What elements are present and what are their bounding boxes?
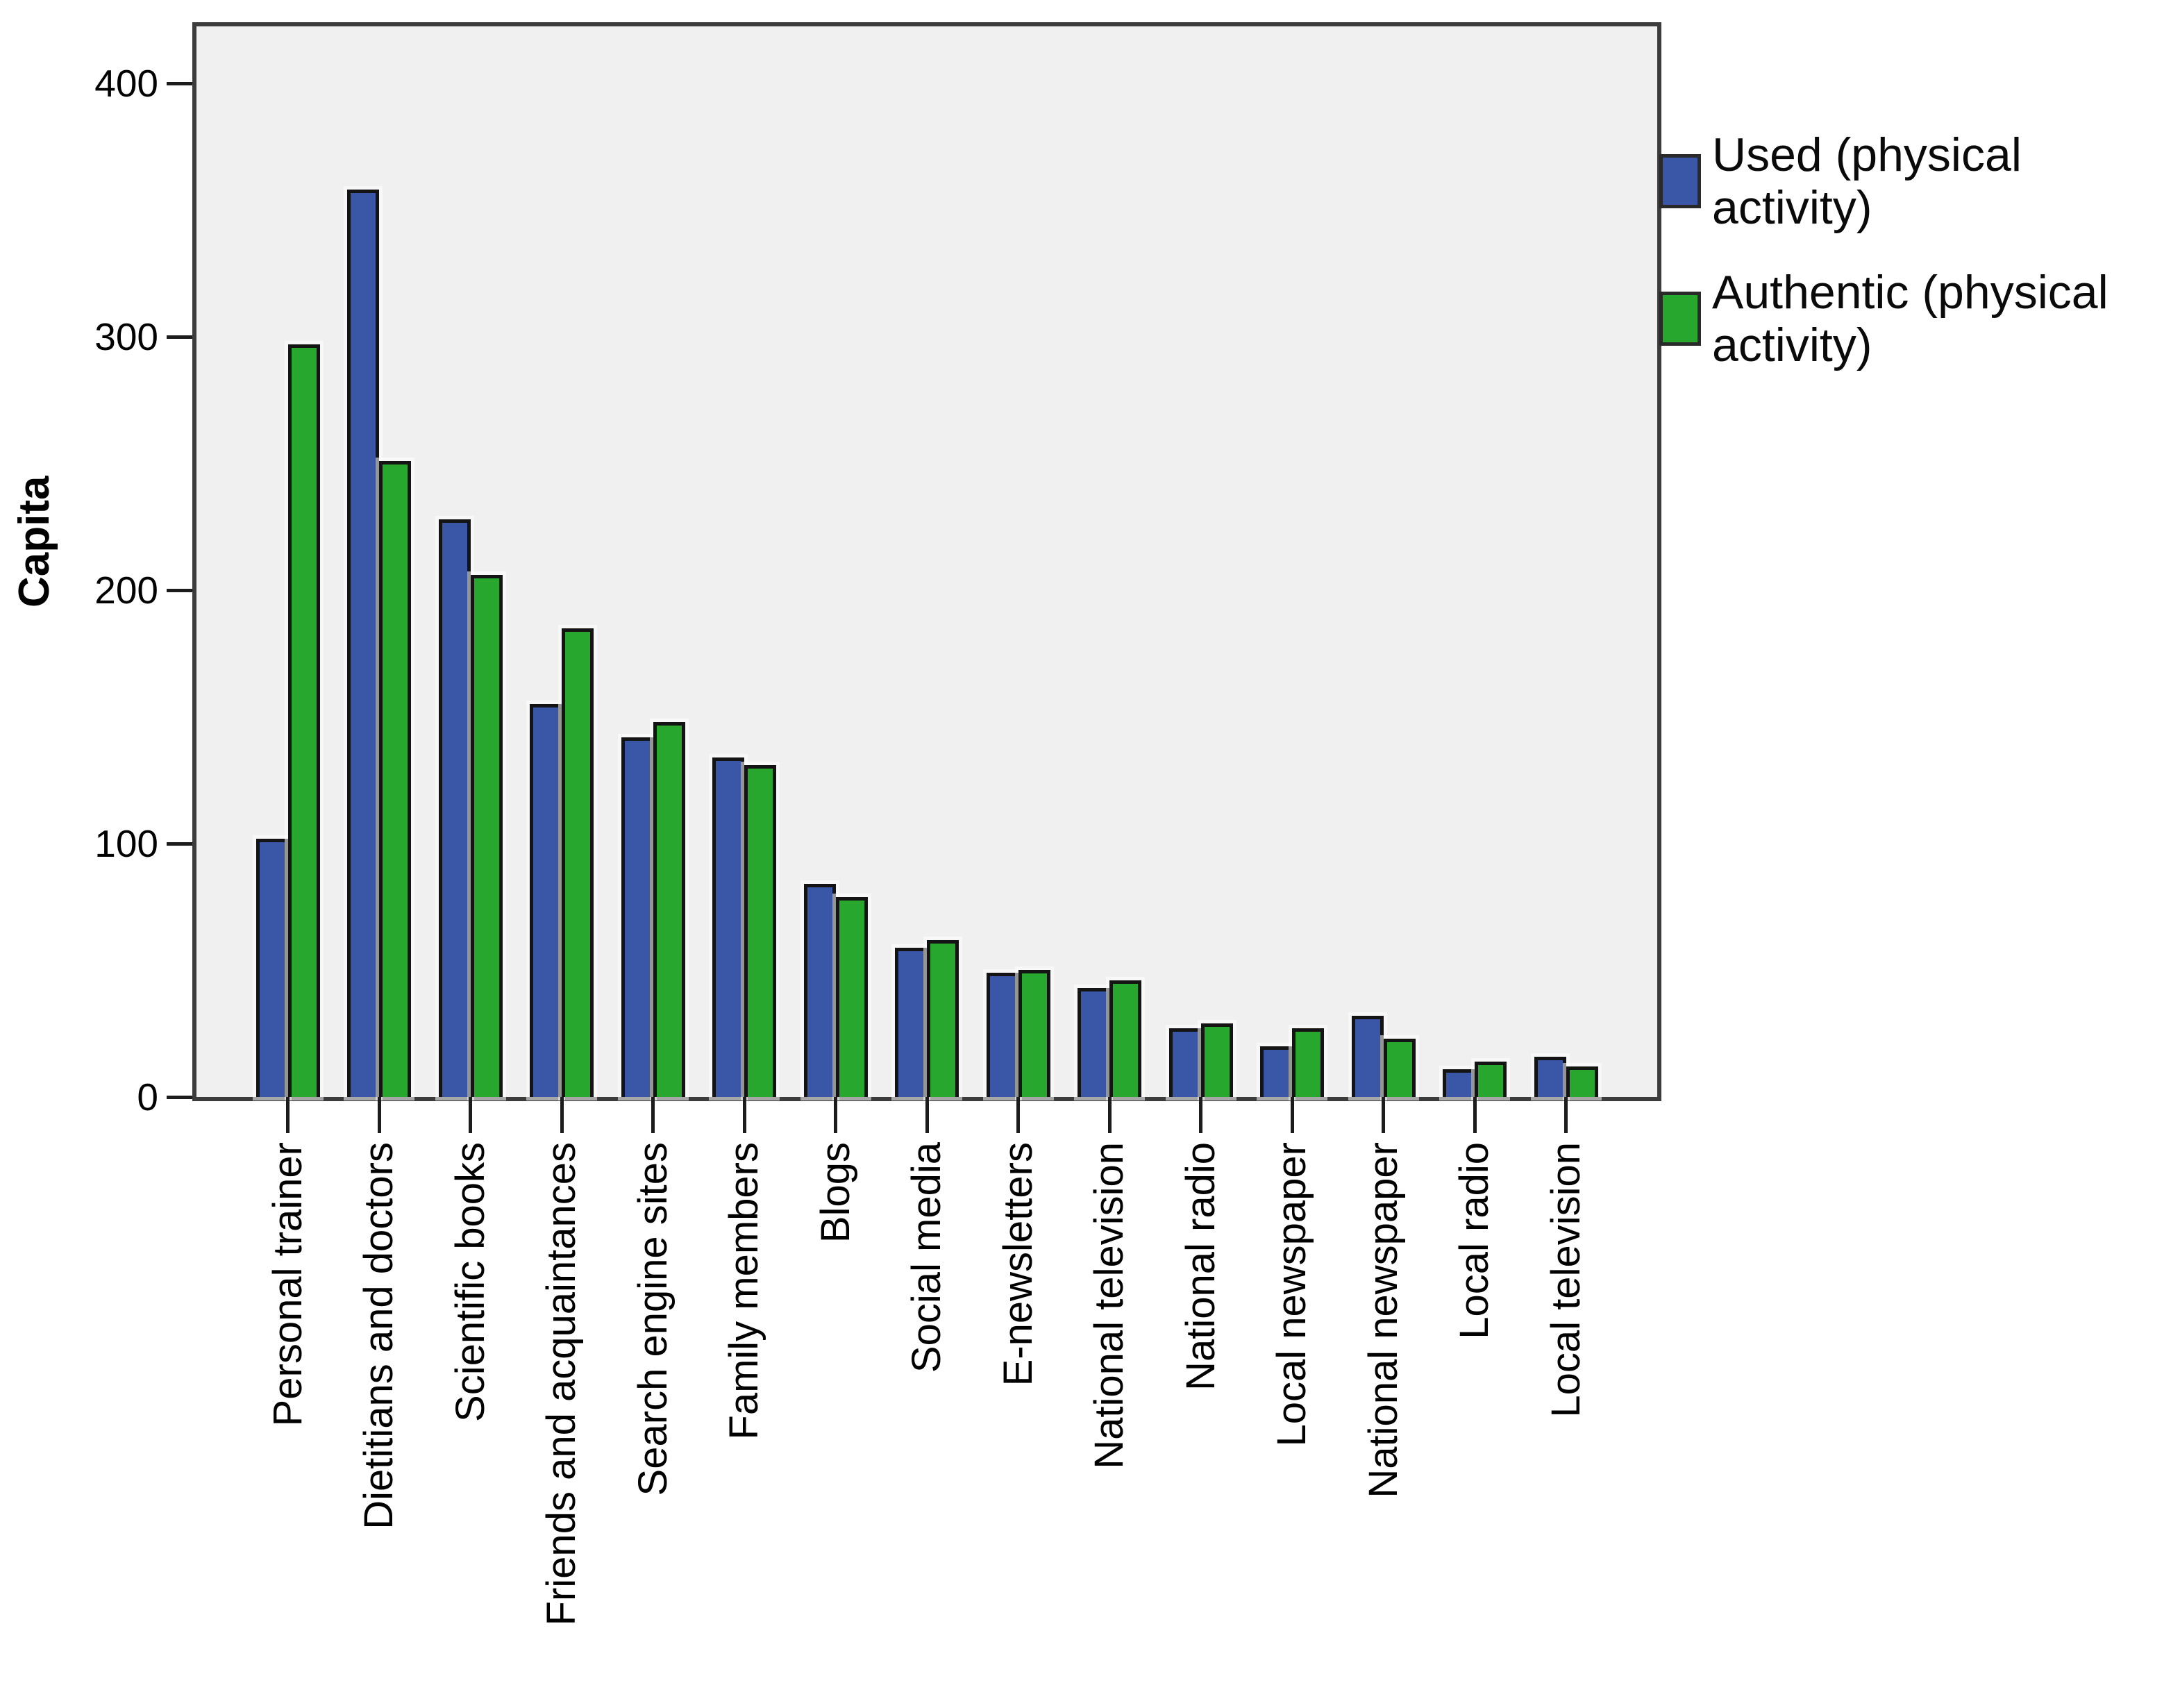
bar-authentic [1475, 1062, 1507, 1097]
x-axis-label: Local newspaper [1269, 1142, 1314, 1447]
x-axis-label: Local radio [1452, 1142, 1497, 1339]
legend-item-used: Used (physical activity) [1659, 128, 2108, 234]
x-tick-mark [469, 1097, 472, 1133]
x-tick-mark [560, 1097, 564, 1133]
bars-layer [196, 26, 1657, 1097]
y-tick-mark [167, 588, 192, 592]
y-tick-label: 300 [94, 315, 158, 358]
legend-label-used-line1: Used (physical [1712, 128, 2022, 181]
x-tick-mark [286, 1097, 290, 1133]
x-tick-mark [1473, 1097, 1477, 1133]
bar-used [1260, 1046, 1292, 1097]
x-tick-mark [1564, 1097, 1568, 1133]
bar-authentic [653, 722, 685, 1097]
legend-label-authentic: Authentic (physical activity) [1712, 266, 2108, 371]
x-axis-label: Social media [904, 1142, 949, 1373]
legend-label-authentic-line2: activity) [1712, 319, 1872, 371]
bar-authentic [1200, 1023, 1233, 1097]
bar-used [712, 757, 744, 1097]
bar-authentic [379, 461, 411, 1097]
x-axis-label: Friends and acquaintances [539, 1142, 584, 1626]
x-tick-mark [377, 1097, 381, 1133]
legend-swatch-authentic [1659, 292, 1701, 346]
y-tick-mark [167, 842, 192, 846]
x-axis-label: National television [1087, 1142, 1132, 1469]
x-tick-mark [834, 1097, 837, 1133]
x-tick-mark [1290, 1097, 1294, 1133]
bar-authentic [1566, 1066, 1598, 1097]
x-axis-label: Scientific books [447, 1142, 493, 1422]
x-tick-mark [651, 1097, 655, 1133]
legend-label-used: Used (physical activity) [1712, 128, 2022, 234]
bar-used [438, 519, 471, 1097]
y-tick-mark [167, 1095, 192, 1099]
legend-swatch-used [1659, 154, 1701, 208]
x-axis-label: Dietitians and doctors [356, 1142, 401, 1530]
bar-authentic [1109, 980, 1141, 1097]
x-tick-mark [1382, 1097, 1385, 1133]
legend-label-authentic-line1: Authentic (physical [1712, 266, 2108, 319]
x-axis-label: Blogs [812, 1142, 858, 1244]
bar-authentic [562, 628, 594, 1097]
plot-area [192, 22, 1661, 1101]
legend: Used (physical activity) Authentic (phys… [1659, 128, 2108, 371]
x-axis-label: Family members [721, 1142, 766, 1440]
bar-used [347, 190, 379, 1097]
x-axis-label: National newspaper [1360, 1142, 1406, 1498]
bar-authentic [470, 575, 503, 1097]
bar-authentic [835, 897, 868, 1097]
x-axis-label: Local television [1543, 1142, 1588, 1418]
bar-authentic [927, 940, 959, 1097]
y-tick-label: 0 [137, 1075, 158, 1119]
y-tick-mark [167, 81, 192, 85]
y-tick-label: 200 [94, 569, 158, 612]
bar-authentic [1018, 970, 1050, 1097]
x-tick-mark [1107, 1097, 1112, 1133]
bar-used [986, 973, 1018, 1097]
x-tick-mark [1016, 1097, 1020, 1133]
bar-used [803, 884, 836, 1097]
x-axis-label: Personal trainer [265, 1142, 310, 1427]
bar-used [621, 737, 653, 1097]
legend-label-used-line2: activity) [1712, 181, 1872, 234]
legend-item-authentic: Authentic (physical activity) [1659, 266, 2108, 371]
x-tick-mark [1199, 1097, 1202, 1133]
y-tick-label: 100 [94, 822, 158, 865]
y-tick-label: 400 [94, 62, 158, 105]
bar-authentic [1292, 1028, 1324, 1097]
x-tick-mark [742, 1097, 746, 1133]
x-tick-mark [925, 1097, 929, 1133]
bar-used [1351, 1016, 1384, 1097]
bar-used [1168, 1028, 1201, 1097]
bar-authentic [744, 765, 776, 1097]
bar-used [530, 704, 562, 1097]
y-tick-mark [167, 335, 192, 339]
bar-used [1534, 1057, 1566, 1097]
x-axis-label: National radio [1177, 1142, 1223, 1391]
bar-used [1078, 988, 1109, 1097]
y-axis-title: Capita [10, 476, 58, 608]
bar-authentic [1383, 1039, 1416, 1097]
bar-used [1443, 1069, 1475, 1097]
x-axis-label: E-newsletters [995, 1142, 1041, 1387]
x-axis-label: Search engine sites [630, 1142, 676, 1496]
bar-used [895, 948, 927, 1097]
bar-used [255, 839, 288, 1097]
bar-authentic [287, 344, 320, 1097]
